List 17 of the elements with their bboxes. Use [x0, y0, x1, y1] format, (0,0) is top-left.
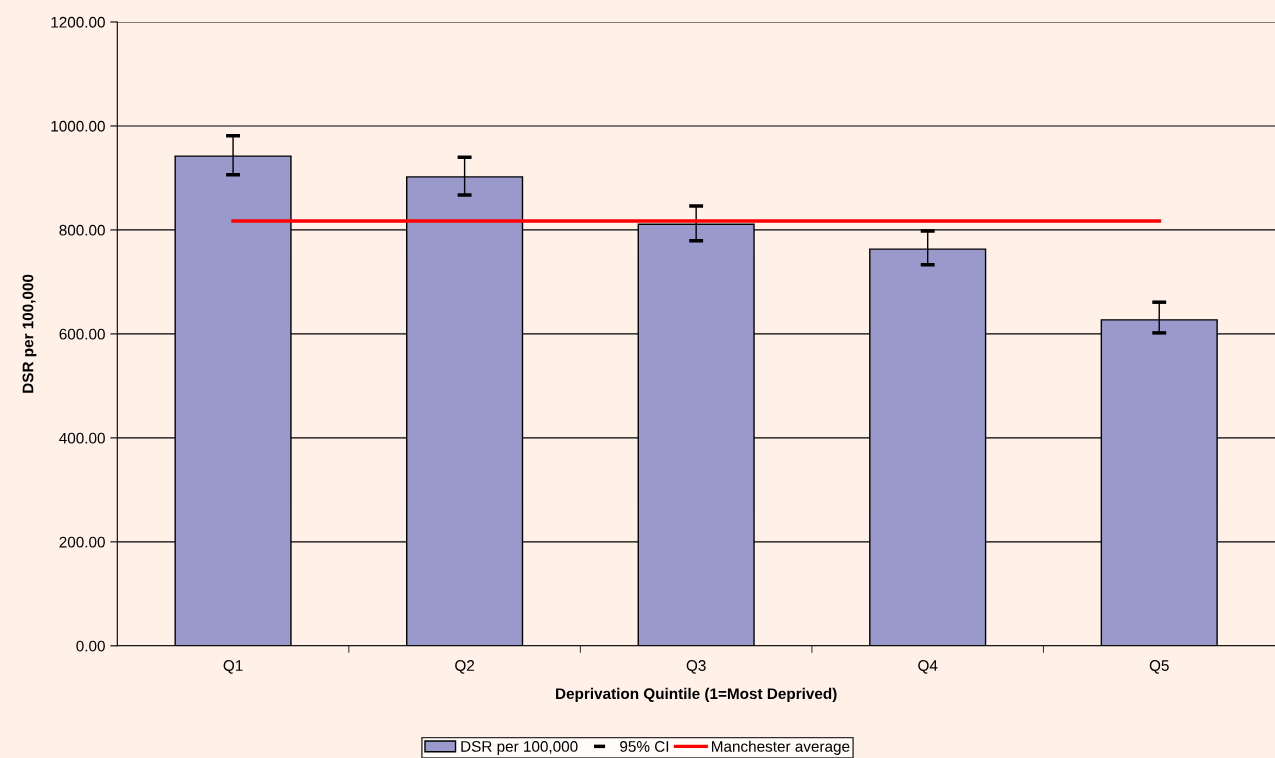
y-tick-label: 0.00 [76, 640, 105, 652]
y-tick-label: 800.00 [59, 224, 105, 236]
y-tick-label: 400.00 [59, 432, 105, 444]
x-tick-label: Q4 [918, 660, 938, 674]
y-tick-label: 1200.00 [51, 16, 105, 28]
y-axis-title: DSR per 100,000 [22, 274, 37, 393]
legend-label: Manchester average [712, 740, 850, 755]
x-tick-label: Q3 [686, 660, 706, 674]
x-axis-title: Deprivation Quintile (1=Most Deprived) [556, 687, 837, 703]
y-tick-label: 600.00 [59, 328, 105, 340]
x-tick-label: Q2 [455, 660, 475, 674]
text: 95% CI [620, 741, 669, 752]
y-tick-label: 1000.00 [51, 120, 105, 132]
legend-label: DSR per 100,000 [461, 741, 578, 755]
x-tick-label: Q1 [223, 660, 243, 674]
x-tick-label: Q5 [1149, 660, 1169, 674]
y-tick-label: 200.00 [59, 536, 105, 548]
